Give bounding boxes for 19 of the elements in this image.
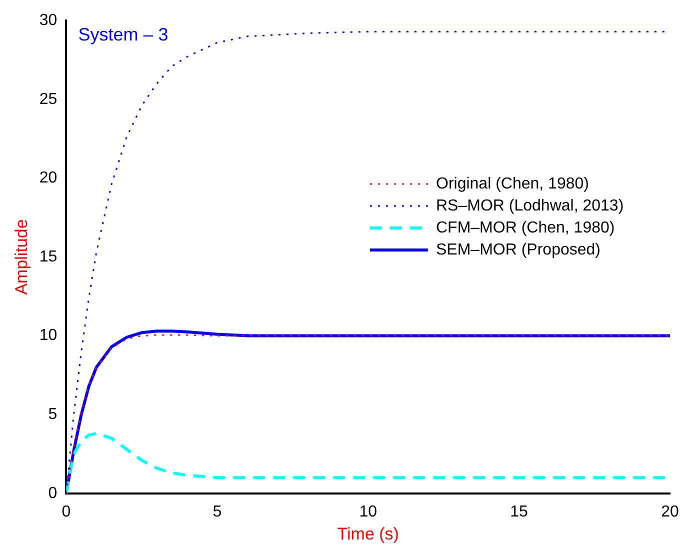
y-tick-label: 25 — [39, 90, 58, 108]
x-tick-label: 10 — [359, 503, 378, 520]
y-tick-label: 5 — [48, 406, 58, 424]
y-tick-label: 30 — [39, 12, 58, 30]
legend-label: CFM–MOR (Chen, 1980) — [436, 219, 615, 236]
legend-label: RS–MOR (Lodhwal, 2013) — [436, 197, 624, 214]
y-tick-label: 20 — [39, 170, 58, 187]
x-tick-label: 0 — [62, 503, 71, 520]
x-tick-label: 5 — [212, 503, 222, 520]
x-tick-label: 15 — [510, 503, 528, 520]
y-tick-label: 0 — [48, 484, 58, 502]
legend-label: Original (Chen, 1980) — [436, 175, 589, 192]
annotation: System – 3 — [78, 24, 168, 45]
legend-label: SEM–MOR (Proposed) — [436, 241, 600, 258]
y-tick-label: 15 — [39, 248, 58, 266]
y-tick-label: 10 — [39, 327, 58, 344]
x-tick-label: 20 — [661, 503, 679, 520]
x-axis-title: Time (s) — [337, 524, 399, 544]
y-axis-title: Amplitude — [12, 219, 31, 295]
